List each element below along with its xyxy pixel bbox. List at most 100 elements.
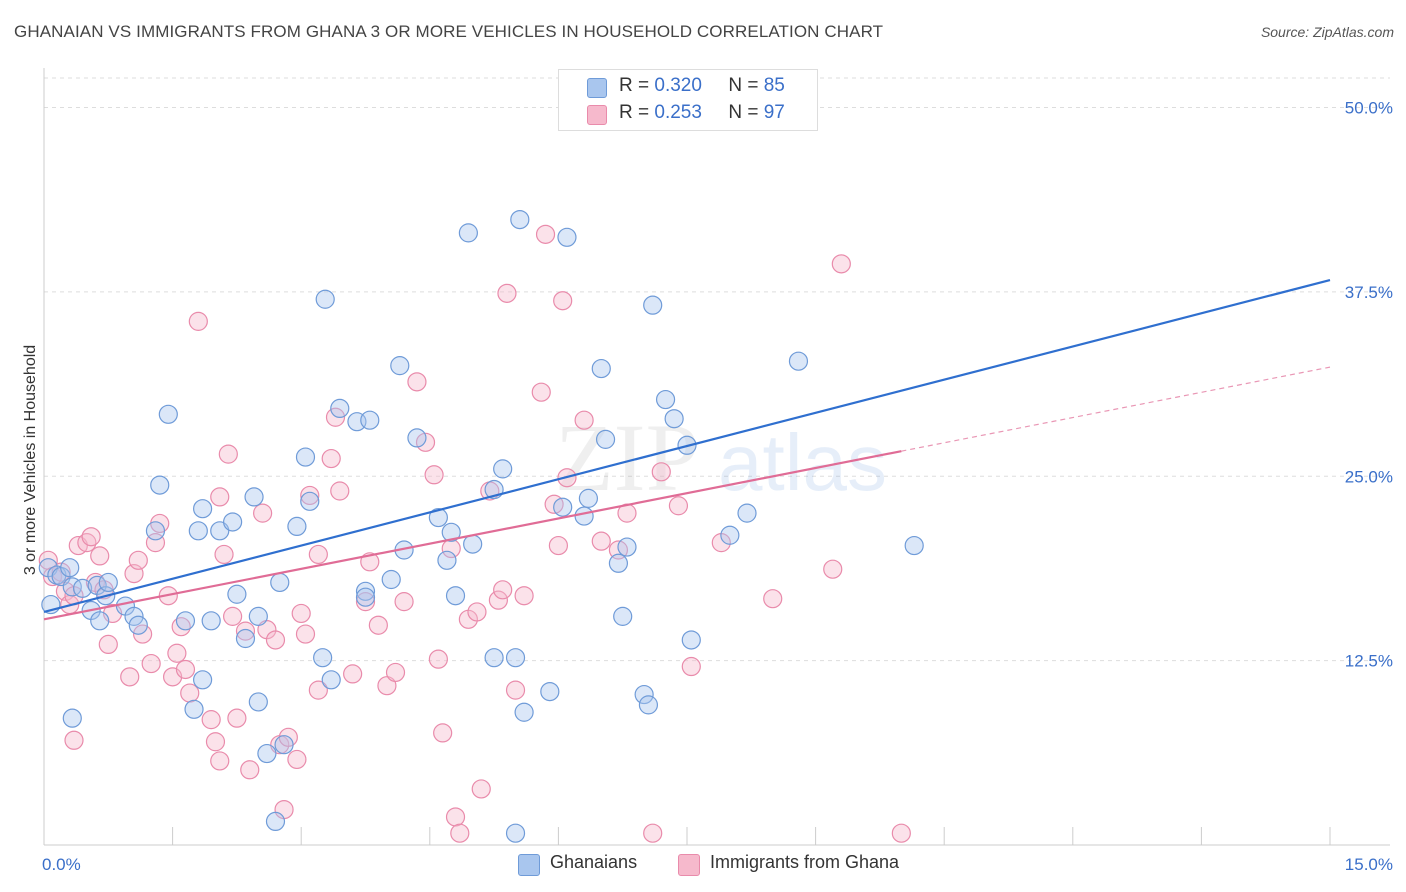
point-ghanaians [90, 611, 110, 631]
point-immigrants [681, 656, 701, 677]
point-ghanaians [128, 615, 148, 635]
point-ghanaians [407, 428, 427, 448]
point-immigrants [330, 481, 350, 501]
point-ghanaians [184, 699, 204, 719]
point-ghanaians [608, 553, 629, 573]
point-immigrants [214, 544, 234, 565]
point-ghanaians [613, 606, 633, 626]
point-ghanaians [188, 521, 208, 541]
y-tick-label: 50.0% [1345, 99, 1393, 118]
point-immigrants [253, 503, 273, 523]
point-immigrants [553, 291, 573, 311]
tick-labels: 12.5% 25.0% 37.5% 50.0% 0.0% 15.0% [42, 99, 1393, 875]
point-ghanaians [223, 512, 243, 532]
point-immigrants [64, 730, 84, 750]
point-immigrants [210, 751, 230, 771]
legend-n-value: 85 [763, 75, 785, 96]
point-ghanaians [617, 537, 637, 557]
point-immigrants [218, 444, 238, 464]
point-immigrants [240, 760, 260, 780]
point-immigrants [368, 615, 388, 635]
point-immigrants [471, 779, 491, 799]
legend-swatch-blue [587, 78, 607, 98]
point-immigrants [167, 643, 187, 663]
correlation-legend: R = 0.320 N = 85 R = 0.253 N = 97 [558, 69, 818, 131]
legend-swatch-pink [587, 105, 607, 125]
grid-lines [44, 77, 1390, 662]
point-immigrants [38, 550, 58, 570]
source-label: Source: ZipAtlas.com [1260, 24, 1394, 40]
point-immigrants [175, 659, 196, 680]
point-immigrants [300, 485, 320, 506]
point-ghanaians [193, 499, 213, 519]
chart-title: GHANAIAN VS IMMIGRANTS FROM GHANA 3 OR M… [14, 22, 884, 41]
point-ghanaians [904, 535, 924, 556]
point-ghanaians [510, 210, 530, 230]
x-tick-label: 15.0% [1345, 855, 1393, 874]
point-ghanaians [514, 702, 534, 722]
point-ghanaians [634, 684, 654, 705]
y-axis-label: 3 or more Vehicles in Household [22, 344, 39, 576]
point-immigrants [223, 606, 243, 626]
y-tick-label: 25.0% [1345, 467, 1393, 486]
point-ghanaians [574, 506, 594, 526]
watermark-zip: ZIP [555, 404, 699, 511]
point-ghanaians [158, 404, 178, 424]
point-immigrants [128, 550, 148, 570]
y-tick-label: 12.5% [1345, 652, 1393, 671]
series-immigrants-points [38, 224, 911, 843]
point-immigrants [291, 603, 311, 624]
point-immigrants [415, 432, 436, 452]
point-immigrants [132, 624, 153, 644]
point-immigrants [325, 407, 346, 427]
point-immigrants [514, 586, 534, 606]
point-ghanaians [664, 409, 684, 429]
watermark: ZIP atlas [555, 404, 887, 511]
point-ghanaians [62, 708, 82, 728]
point-immigrants [428, 649, 448, 669]
legend-n-label: N = [728, 75, 759, 96]
point-ghanaians [553, 497, 573, 517]
point-ghanaians [643, 295, 663, 315]
point-immigrants [81, 527, 101, 547]
legend-r-label: R = [619, 75, 650, 96]
point-ghanaians [445, 586, 466, 606]
point-immigrants [651, 462, 671, 482]
point-ghanaians [244, 487, 264, 507]
point-immigrants [235, 621, 256, 641]
point-immigrants [355, 592, 376, 612]
legend-n-value: 97 [763, 102, 785, 123]
point-ghanaians [235, 628, 256, 649]
point-immigrants [343, 664, 363, 684]
point-ghanaians [321, 670, 341, 690]
legend-r-label: R = [619, 102, 650, 123]
point-ghanaians [681, 630, 701, 650]
point-immigrants [407, 372, 427, 392]
point-ghanaians [274, 735, 294, 755]
point-ghanaians [788, 351, 809, 371]
point-immigrants [295, 624, 316, 644]
trend-lines [43, 279, 1331, 621]
point-ghanaians [737, 503, 757, 523]
point-ghanaians [355, 581, 376, 601]
series-ghanaians-points [38, 210, 924, 843]
x-tick-label: 0.0% [42, 855, 81, 874]
point-immigrants [265, 630, 286, 650]
point-immigrants [141, 653, 161, 674]
legend-r-value: 0.320 [654, 75, 702, 96]
point-immigrants [120, 667, 140, 687]
point-ghanaians [578, 488, 599, 508]
point-ghanaians [124, 606, 144, 626]
point-ghanaians [720, 525, 740, 545]
point-immigrants [433, 723, 453, 743]
point-immigrants [210, 487, 230, 507]
point-ghanaians [150, 475, 170, 495]
legend-swatch-immigrants [678, 854, 700, 876]
point-immigrants [424, 465, 444, 485]
legend-swatch-ghanaians [518, 854, 540, 876]
point-immigrants [445, 807, 466, 827]
point-ghanaians [557, 227, 577, 247]
point-immigrants [467, 602, 487, 622]
point-immigrants [188, 311, 208, 331]
point-ghanaians [638, 695, 659, 715]
